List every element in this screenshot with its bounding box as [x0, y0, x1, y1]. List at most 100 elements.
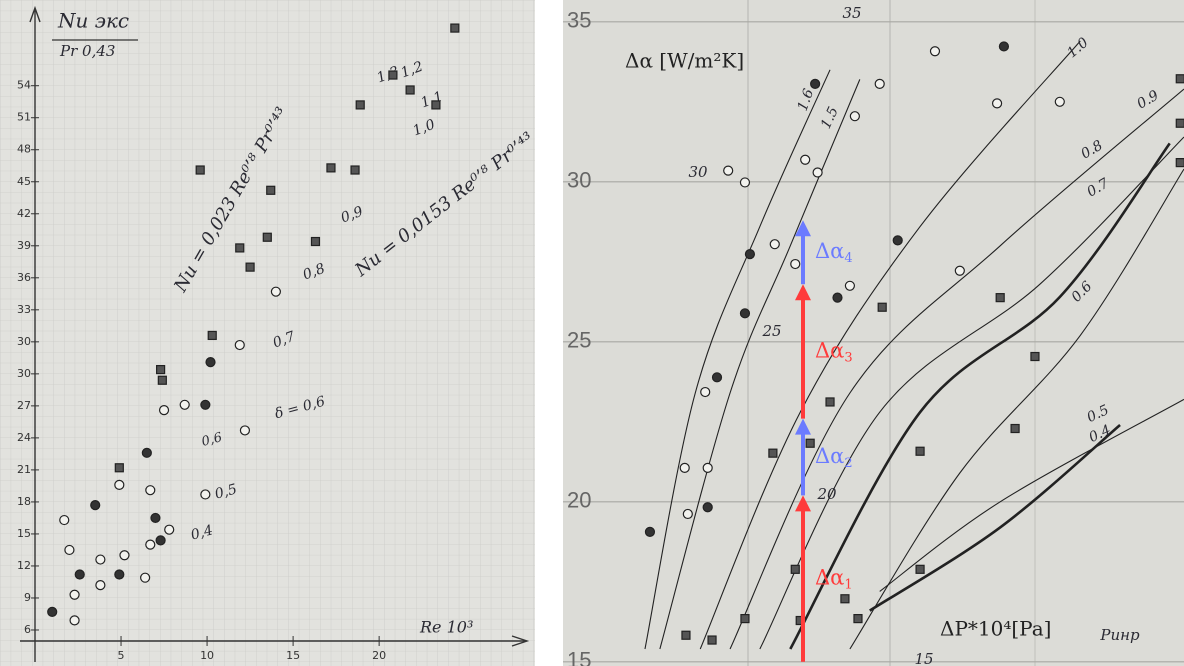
- point-circle: [702, 502, 713, 513]
- y-tick-label: 12: [17, 559, 31, 572]
- series-label: 1.6: [795, 87, 818, 113]
- annotation: 15: [914, 650, 933, 666]
- point-square: [1175, 118, 1184, 128]
- point-circle: [145, 539, 156, 550]
- annotation: Pинр: [1099, 626, 1140, 644]
- point-circle: [812, 167, 823, 178]
- point-square: [235, 243, 245, 253]
- series-line: [729, 88, 1184, 650]
- point-square: [388, 70, 398, 80]
- point-circle: [239, 425, 251, 436]
- point-square: [740, 613, 750, 624]
- y-tick-label: 45: [17, 175, 31, 188]
- point-square: [915, 564, 925, 574]
- y-tick-label: 24: [17, 431, 31, 444]
- arrow-label: Δα4: [815, 239, 853, 266]
- point-square: [995, 293, 1005, 303]
- x-axis-arrow: [511, 635, 530, 647]
- arrow-head: [795, 495, 811, 512]
- x-tick-label: 15: [286, 649, 300, 662]
- arrow-label: Δα3: [815, 338, 853, 365]
- arrow-label-sub: 3: [844, 350, 852, 365]
- point-square: [326, 163, 336, 173]
- point-square: [915, 446, 925, 456]
- point-circle: [954, 265, 965, 276]
- arrow-label-main: Δα: [815, 565, 844, 589]
- y-tick-label: 15: [567, 648, 591, 666]
- arrow-label: Δα1: [815, 565, 853, 592]
- arrow-label-main: Δα: [815, 338, 844, 362]
- annotation: 35: [842, 4, 861, 22]
- point-circle: [739, 308, 751, 319]
- point-square: [681, 630, 691, 640]
- point-square: [350, 165, 360, 175]
- point-circle: [64, 544, 75, 556]
- point-circle: [95, 580, 106, 591]
- point-circle: [114, 479, 125, 490]
- point-circle: [810, 78, 821, 89]
- point-circle: [739, 177, 751, 188]
- point-circle: [200, 489, 211, 500]
- point-circle: [200, 399, 211, 410]
- arrow-head: [795, 284, 811, 301]
- point-circle: [179, 399, 190, 410]
- y-tick-label: 30: [567, 168, 591, 193]
- point-circle: [158, 405, 170, 416]
- point-circle: [849, 111, 860, 122]
- point-square: [1175, 158, 1184, 168]
- point-circle: [644, 526, 656, 537]
- point-circle: [69, 589, 80, 600]
- y-tick-label: 20: [567, 488, 591, 513]
- point-square: [840, 594, 850, 604]
- point-square: [245, 262, 255, 272]
- point-circle: [769, 239, 780, 250]
- point-square: [1175, 74, 1184, 84]
- point-circle: [744, 249, 756, 260]
- series-line: [644, 69, 831, 650]
- series-label: 1,0: [411, 117, 437, 140]
- y-tick-label: 21: [17, 463, 31, 476]
- point-square: [825, 397, 835, 407]
- y-tick-label: 42: [17, 207, 31, 220]
- point-circle: [702, 462, 713, 473]
- point-square: [405, 85, 415, 95]
- series-label: 0,7: [271, 329, 297, 352]
- point-circle: [140, 572, 151, 583]
- point-circle: [114, 569, 125, 580]
- y-tick-label: 25: [567, 328, 591, 353]
- point-square: [768, 448, 778, 458]
- point-square: [114, 463, 124, 473]
- paper-right: [563, 0, 1184, 666]
- series-line: [789, 142, 1171, 650]
- point-circle: [155, 535, 166, 546]
- point-square: [262, 232, 272, 242]
- y-tick-label: 51: [17, 111, 31, 124]
- y-tick-label: 54: [17, 79, 31, 92]
- point-circle: [270, 286, 281, 297]
- y-tick-label: 15: [17, 527, 31, 540]
- x-label: Re 10³: [419, 618, 473, 637]
- point-square: [805, 438, 815, 448]
- point-circle: [892, 235, 903, 246]
- arrow-label-sub: 1: [844, 577, 852, 592]
- point-circle: [74, 569, 85, 580]
- point-circle: [145, 485, 156, 496]
- y-tick-label: 6: [24, 623, 31, 636]
- point-circle: [69, 615, 80, 626]
- annotation: 25: [761, 322, 781, 340]
- point-square: [266, 185, 276, 195]
- point-circle: [800, 154, 811, 165]
- series-label: 0,9: [339, 204, 365, 227]
- arrow-label-main: Δα: [815, 444, 844, 468]
- x-tick-label: 5: [118, 649, 125, 662]
- point-circle: [95, 554, 106, 565]
- annotation: 0,6: [200, 430, 224, 450]
- y-tick-label: 35: [567, 8, 591, 33]
- point-circle: [991, 98, 1003, 109]
- point-circle: [59, 514, 70, 526]
- y-tick-label: 36: [17, 271, 31, 284]
- point-circle: [141, 447, 152, 458]
- point-circle: [150, 512, 161, 524]
- arrow-head: [795, 220, 811, 237]
